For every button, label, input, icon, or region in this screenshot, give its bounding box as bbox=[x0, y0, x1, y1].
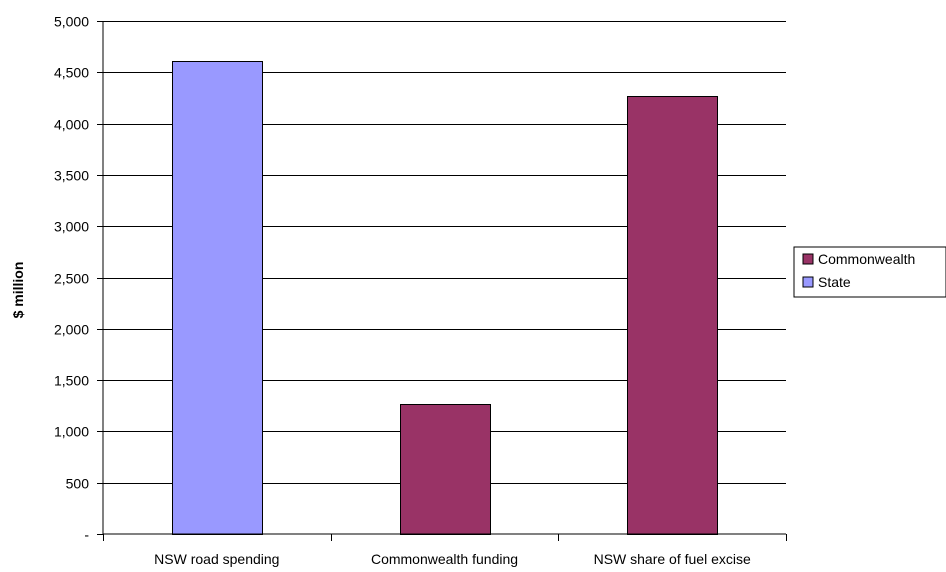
bar-commonwealth bbox=[400, 404, 491, 535]
y-tick-label: 2,000 bbox=[54, 322, 89, 338]
x-tick-label: NSW share of fuel excise bbox=[594, 551, 751, 567]
y-tick-label: - bbox=[84, 527, 89, 543]
legend-label-commonwealth: Commonwealth bbox=[818, 251, 915, 267]
legend-swatch-state bbox=[802, 276, 814, 288]
y-tick-label: 2,500 bbox=[54, 271, 89, 287]
y-tick-label: 1,500 bbox=[54, 373, 89, 389]
y-tick-label: 5,000 bbox=[54, 14, 89, 30]
axes bbox=[97, 21, 787, 541]
y-tick-label: 4,500 bbox=[54, 65, 89, 81]
y-tick-label: 4,000 bbox=[54, 117, 89, 133]
bar-commonwealth bbox=[627, 96, 718, 535]
x-tick-labels: NSW road spending Commonwealth funding NSW… bbox=[154, 551, 751, 567]
legend-box bbox=[793, 246, 946, 298]
y-tick-label: 3,500 bbox=[54, 168, 89, 184]
legend-label-state: State bbox=[818, 274, 851, 290]
y-tick-labels: - 500 1,000 1,500 2,000 2,500 3,000 3,500 4,000 4… bbox=[54, 14, 89, 543]
x-tick-label: Commonwealth funding bbox=[371, 551, 518, 567]
y-tick-label: 500 bbox=[66, 476, 90, 492]
x-tick-label: NSW road spending bbox=[154, 551, 279, 567]
bars bbox=[172, 61, 718, 535]
y-axis-label: $ million bbox=[10, 262, 26, 319]
y-tick-label: 1,000 bbox=[54, 424, 89, 440]
y-tick-label: 3,000 bbox=[54, 219, 89, 235]
legend: Commonwealth State bbox=[793, 246, 946, 298]
legend-swatch-commonwealth bbox=[802, 253, 814, 265]
bar-state bbox=[172, 61, 263, 535]
